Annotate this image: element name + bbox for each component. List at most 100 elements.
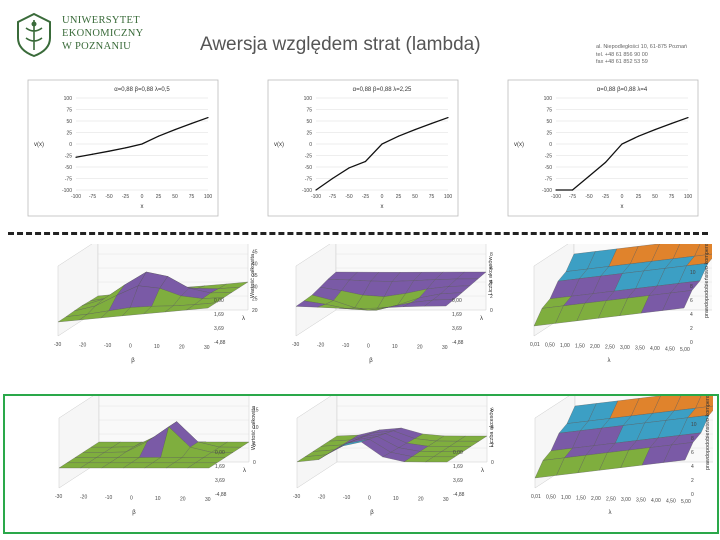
chart-title: α=0,88 β=0,88 λ=4 [597,87,648,93]
surface-plot-row1-3: 100%80%60%40%20%0%prawdopodobieństwo kom… [504,244,712,384]
data-point [414,129,416,131]
y-tick-label: 75 [546,108,552,114]
y-tick-label: 1,69 [214,312,224,318]
y-tick-label: -4,88 [452,340,464,346]
x-tick-label: 75 [429,194,435,200]
x-tick-label: 0 [367,344,370,350]
x-axis-label: β [370,510,374,516]
y-tick-label: -4,88 [215,492,227,498]
x-tick-label: -10 [342,343,349,349]
surface-cell [425,456,456,463]
data-point [555,189,557,191]
logo-line-1: UNIWERSYTET [62,15,140,26]
x-tick-label: -20 [80,495,87,501]
y-tick-label: 4 [690,312,693,318]
x-tick-label: 0 [130,496,133,502]
y-tick-label: -50 [305,165,312,171]
x-tick-label: 4,00 [650,346,660,352]
y-tick-label: 3,69 [452,326,462,332]
x-tick-label: 20 [418,497,424,503]
x-tick-label: -10 [343,495,350,501]
y-tick-label: 0 [309,142,312,148]
y-tick-label: 50 [306,119,312,125]
z-tick-label: 5 [253,443,256,449]
y-tick-label: 100 [304,96,313,102]
z-axis-label: prawdopodobieństwo kompensacji [704,244,710,318]
y-tick-label: 0,00 [453,450,463,456]
x-tick-label: 1,50 [576,496,586,502]
y-tick-label: 0 [691,492,694,498]
x-axis-label: λ [608,358,611,364]
data-point [604,161,607,163]
x-tick-label: 50 [172,194,178,200]
y-tick-label: 3,69 [214,326,224,332]
data-point [654,129,656,131]
slide-header: UNIWERSYTET EKONOMICZNY W POZNANIU Awers… [0,0,720,72]
y-tick-label: 0 [69,142,72,148]
y-tick-label: 3,69 [215,478,225,484]
chart-frame [267,79,459,217]
value-function-chart-3: α=0,88 β=0,88 λ=4 100 75 50 25 0 -25 -50 -75 -100… [507,79,699,217]
y-tick-label: 10 [690,270,696,276]
x-tick-label: 3,50 [636,498,646,504]
x-axis-label: x [381,204,384,210]
y-tick-label: -25 [65,154,72,160]
back-wall-left [296,396,338,489]
contact-line-3: fax +48 61 852 53 59 [596,59,648,65]
x-tick-label: 30 [443,497,449,503]
chart-title: α=0,88 β=0,88 λ=2,25 [353,87,412,93]
y-tick-label: 100 [544,96,553,102]
data-point [331,177,334,180]
y-tick-label: 50 [546,119,552,125]
x-tick-label: 25 [156,194,162,200]
x-tick-label: -10 [104,343,111,349]
y-tick-label: 4 [691,464,694,470]
z-axis-label: prawdopodobieństwo kompensacji [705,396,711,470]
x-tick-label: -100 [71,194,81,200]
y-tick-label: 2 [691,478,694,484]
chart-3-svg: α=0,88 β=0,88 λ=4 100 75 50 25 0 -25 -50 -75 -100… [507,79,699,217]
data-point [190,122,193,125]
x-tick-label: 100 [204,194,213,200]
y-tick-label: -100 [542,188,552,194]
surface-cell [663,442,694,463]
data-point [315,189,317,191]
z-tick-label: 6 [491,408,494,414]
surface-row-2-highlighted: 20151050Wartość całkowita-30-20-10010203… [3,394,719,534]
surface-plot-row2-1: 20151050Wartość całkowita-30-20-10010203… [29,396,259,532]
y-axis-label: v(x) [274,142,284,148]
y-tick-label: -100 [62,188,72,194]
y-tick-label: 1,69 [453,464,463,470]
y-tick-label: -50 [65,165,72,171]
y-tick-label: -25 [305,154,312,160]
y-axis-label: λ [242,316,245,322]
x-tick-label: 10 [155,496,161,502]
z-tick-label: 2 [490,294,493,300]
x-tick-label: 25 [636,194,642,200]
y-tick-label: 6 [690,298,693,304]
y-axis-label: λ [481,468,484,474]
z-tick-label: 4 [490,280,493,286]
data-point [108,150,110,152]
y-tick-label: 100 [64,96,73,102]
x-tick-label: -50 [105,194,112,200]
y-tick-label: 0 [690,340,693,346]
y-axis-label: v(x) [34,142,44,148]
y-tick-label: 6 [691,450,694,456]
x-tick-label: 50 [652,194,658,200]
x-tick-label: 3,50 [635,346,645,352]
data-point [687,116,689,119]
y-tick-label: 0,00 [452,298,462,304]
y-tick-label: 50 [66,119,72,125]
y-tick-label: -75 [545,177,552,183]
y-axis-label: λ [243,468,246,474]
x-tick-label: 1,00 [560,343,570,349]
surface-cell [662,290,693,311]
chart-title: α=0,88 β=0,88 λ=0,5 [114,87,170,93]
x-tick-label: 0,01 [530,342,540,348]
logo-line-3: W POZNANIU [62,41,132,52]
x-tick-label: -25 [122,194,129,200]
x-tick-label: 30 [205,497,211,503]
z-tick-label: 10 [253,425,259,431]
x-tick-label: -30 [54,342,61,348]
